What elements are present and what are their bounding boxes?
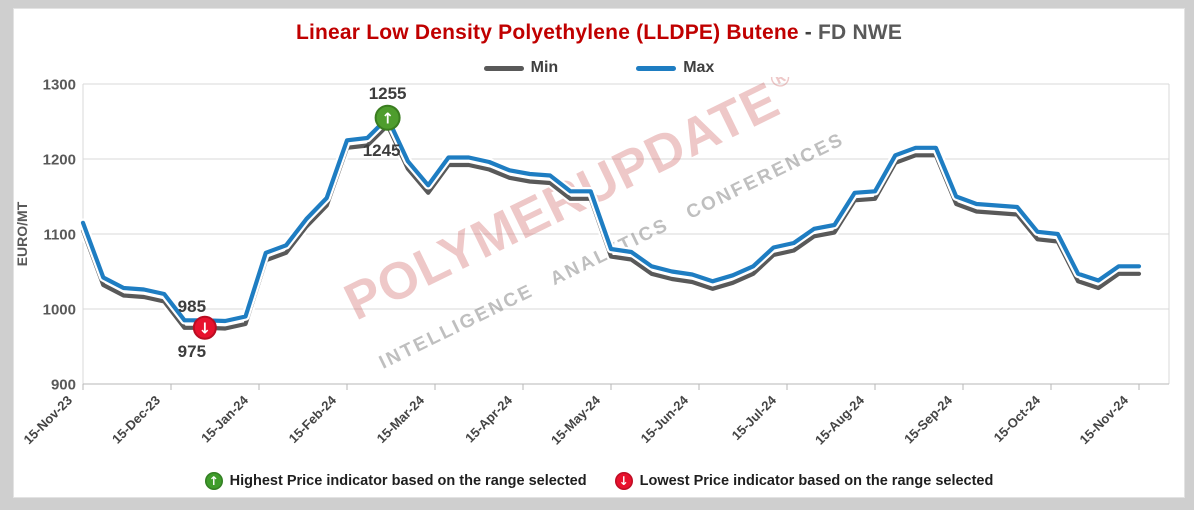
x-tick-label: 15-Feb-24 [286, 392, 340, 446]
legend-item-max[interactable]: Max [636, 59, 714, 77]
annotation-value-label: 1255 [369, 84, 407, 103]
arrow-up-circle-icon: ↑ [204, 472, 223, 490]
x-tick-label: 15-Sep-24 [901, 392, 956, 447]
x-tick-label: 15-Oct-24 [991, 392, 1044, 445]
y-tick-label: 1100 [43, 227, 76, 244]
watermark-brand-text: POLYMERUPDATE® [335, 77, 809, 332]
x-tick-label: 15-Jul-24 [729, 392, 780, 443]
highest-price-indicator-legend: ↑ Highest Price indicator based on the r… [204, 472, 587, 490]
legend: Min Max [14, 59, 1184, 77]
arrow-down-circle-icon: ↓ [614, 472, 633, 490]
title-product: Linear Low Density Polyethylene (LLDPE) … [295, 21, 799, 44]
highest-price-marker[interactable] [374, 104, 401, 131]
x-tick-label: 15-Aug-24 [812, 392, 868, 448]
page-title: Linear Low Density Polyethylene (LLDPE) … [14, 21, 1184, 45]
lowest-price-marker-arrow-icon: ↓ [199, 319, 212, 337]
chart-canvas: 900 1000 1100 1200 1300 EURO/MT POLYMERUPDATE®… [14, 77, 1170, 448]
x-tick-label: 15-Dec-23 [109, 393, 163, 447]
chart-panel: Linear Low Density Polyethylene (LLDPE) … [13, 8, 1185, 498]
annotation-value-label: 985 [178, 297, 206, 316]
x-tick-label: 15-Nov-23 [21, 393, 76, 448]
legend-item-min[interactable]: Min [483, 59, 559, 77]
legend-label-min: Min [530, 59, 559, 76]
y-axis-title: EURO/MT [14, 201, 30, 266]
min-line-swatch [483, 65, 524, 71]
x-tick-label: 15-Jan-24 [198, 392, 252, 446]
highest-price-marker-arrow-icon: ↑ [381, 109, 394, 127]
x-tick-label: 15-May-24 [548, 392, 604, 448]
x-tick-label: 15-Apr-24 [462, 392, 516, 446]
x-tick-label: 15-Nov-24 [1077, 392, 1132, 447]
max-line-swatch [636, 65, 677, 71]
highest-price-indicator-text: Highest Price indicator based on the ran… [229, 473, 587, 489]
x-tick-label: 15-Mar-24 [374, 392, 428, 446]
title-separator: - [798, 21, 819, 44]
y-tick-label: 1200 [43, 152, 76, 169]
lowest-price-indicator-legend: ↓ Lowest Price indicator based on the ra… [614, 472, 994, 490]
x-tick-label: 15-Jun-24 [638, 392, 692, 446]
annotation-value-label: 975 [178, 342, 206, 361]
annotation-value-label: 1245 [363, 141, 401, 160]
legend-label-max: Max [683, 59, 715, 76]
indicator-legend: ↑ Highest Price indicator based on the r… [14, 472, 1184, 490]
lowest-price-indicator-text: Lowest Price indicator based on the rang… [639, 473, 994, 489]
y-tick-label: 1000 [43, 302, 76, 319]
y-tick-label: 1300 [43, 77, 76, 94]
title-location: FD NWE [818, 21, 903, 44]
max-price-line[interactable] [80, 115, 1142, 324]
lowest-price-marker[interactable] [192, 315, 217, 340]
y-tick-label: 900 [51, 377, 76, 394]
